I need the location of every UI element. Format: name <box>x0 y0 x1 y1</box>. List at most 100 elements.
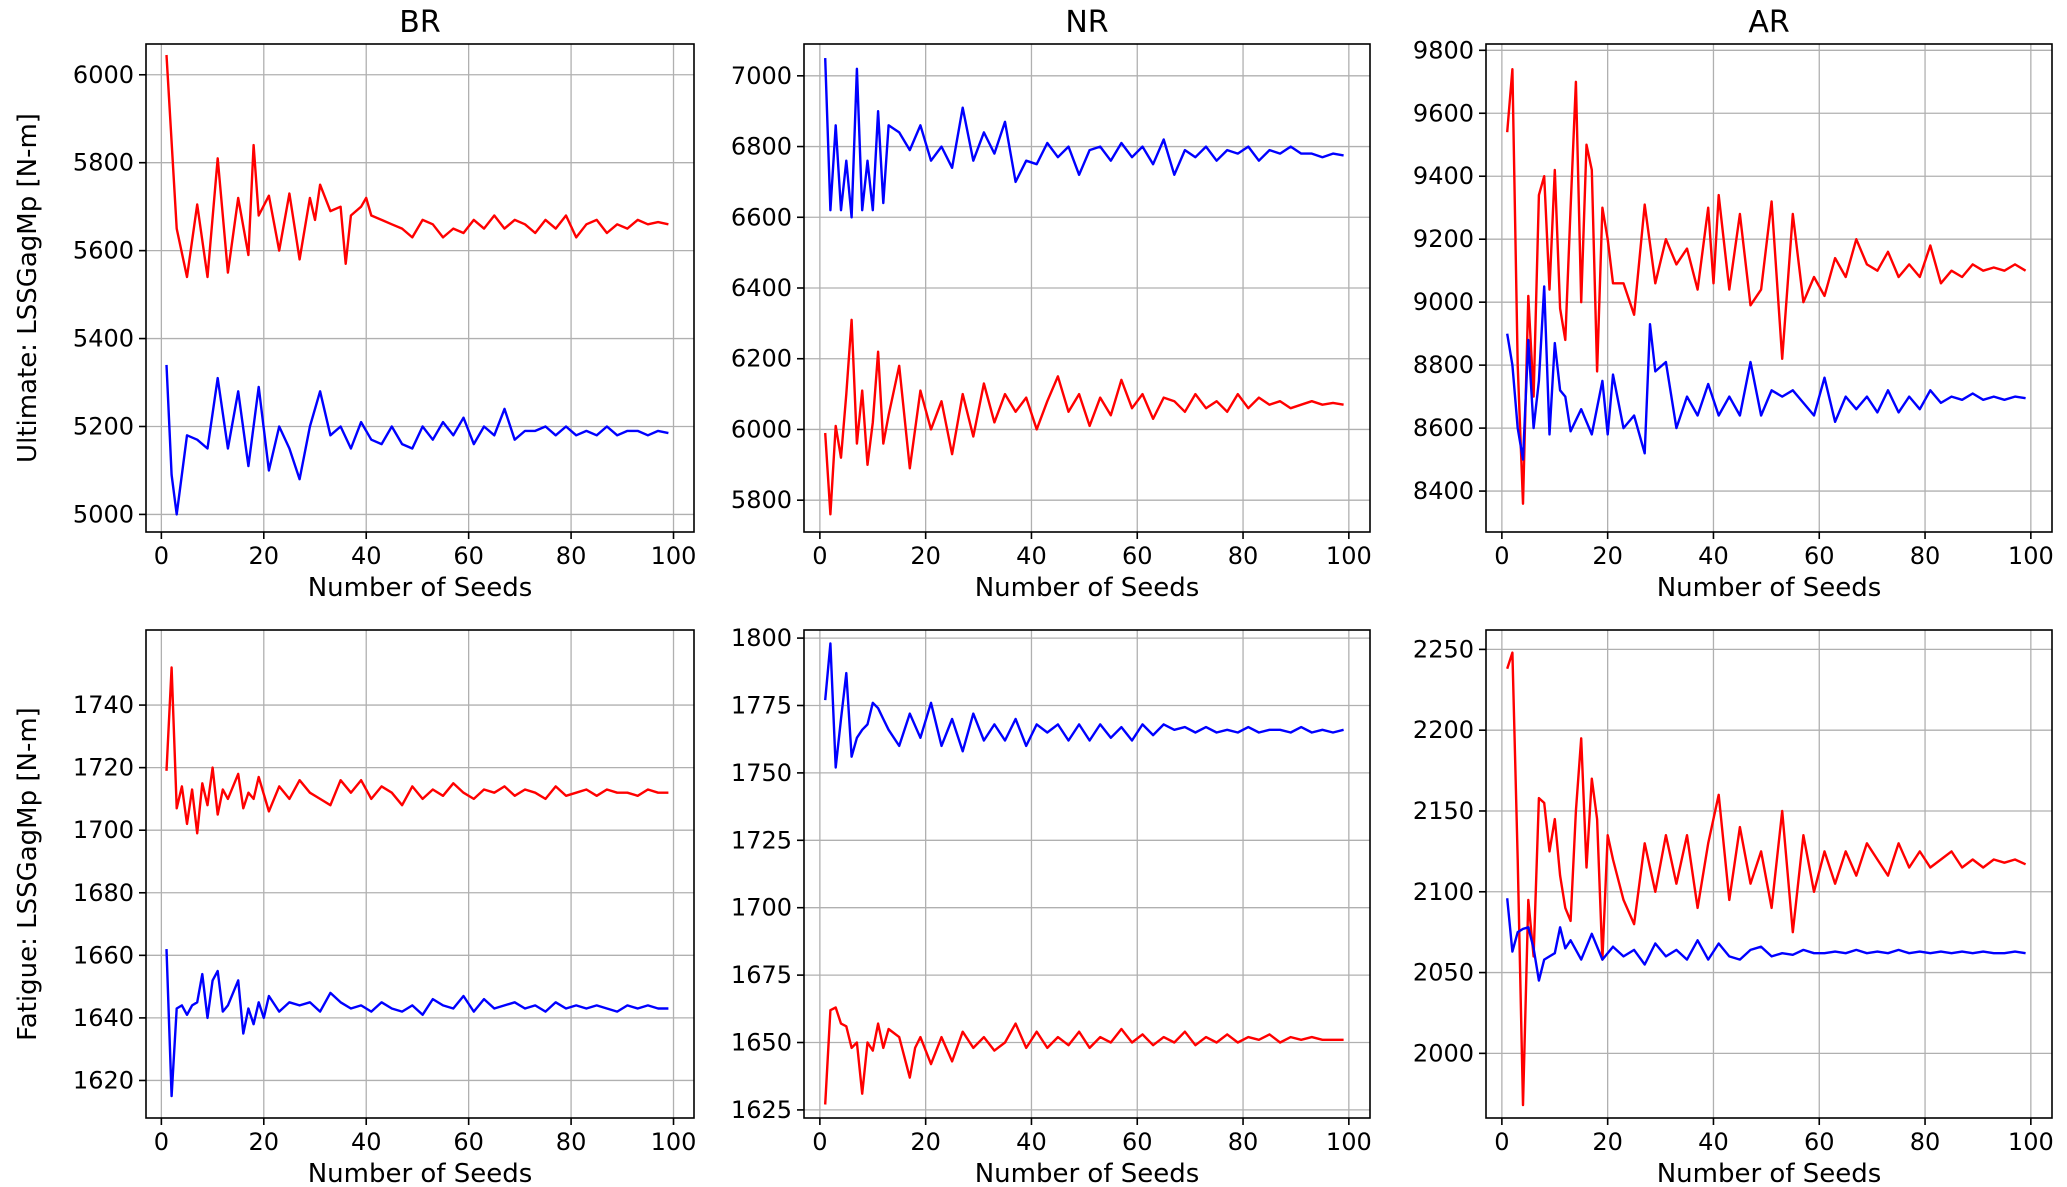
y-tick-label: 5800 <box>731 486 792 514</box>
x-tick-label: 0 <box>812 542 827 570</box>
x-tick-label: 80 <box>556 542 587 570</box>
y-tick-label: 1750 <box>731 759 792 787</box>
gridlines <box>1486 44 2052 532</box>
y-tick-label: 6800 <box>731 133 792 161</box>
y-tick-label: 1720 <box>73 754 134 782</box>
series-line-red <box>1506 67 2027 505</box>
chart-panel-3: 0 20 40 60 80 100 1620 1640 1660 1680 1700 1720 1740… <box>13 629 697 1187</box>
chart-panel-5: 0 20 40 60 80 100 2000 2050 2100 2150 2200 2250 Numb… <box>1413 629 2054 1187</box>
y-tick-label: 6200 <box>731 345 792 373</box>
y-tick-label: 2050 <box>1413 959 1474 987</box>
gridlines <box>146 630 694 1118</box>
y-tick-label: 9400 <box>1413 162 1474 190</box>
x-tick-label: 100 <box>1326 1128 1372 1156</box>
y-tick-label: 9600 <box>1413 99 1474 127</box>
y-tick-label: 5400 <box>73 325 134 353</box>
series-line-red <box>165 666 669 835</box>
y-tick-label: 5000 <box>73 500 134 528</box>
gridlines <box>804 630 1370 1118</box>
y-tick-label: 1680 <box>73 879 134 907</box>
x-tick-label: 40 <box>1016 1128 1047 1156</box>
series-line-blue <box>165 949 669 1098</box>
x-tick-label: 0 <box>812 1128 827 1156</box>
y-tick-label: 1725 <box>731 826 792 854</box>
x-tick-label: 80 <box>1910 542 1941 570</box>
x-tick-label: 40 <box>351 1128 382 1156</box>
series-line-red <box>824 318 1344 516</box>
y-tick-label: 2250 <box>1413 635 1474 663</box>
x-tick-label: 20 <box>910 542 941 570</box>
y-tick-label: 1740 <box>73 691 134 719</box>
x-tick-label: 60 <box>1122 542 1153 570</box>
y-tick-label: 8400 <box>1413 477 1474 505</box>
y-tick-label: 6000 <box>731 415 792 443</box>
y-tick-label: 1650 <box>731 1029 792 1057</box>
plot-frame <box>803 629 1371 1119</box>
x-tick-label: 40 <box>351 542 382 570</box>
y-tick-label: 2150 <box>1413 797 1474 825</box>
x-tick-label: 20 <box>249 1128 280 1156</box>
x-axis-label: Number of Seeds <box>1657 1159 1882 1187</box>
gridlines <box>146 44 694 532</box>
x-tick-label: 100 <box>2008 1128 2054 1156</box>
y-tick-label: 2200 <box>1413 716 1474 744</box>
x-tick-label: 20 <box>249 542 280 570</box>
x-axis-label: Number of Seeds <box>1657 573 1882 603</box>
x-tick-label: 80 <box>1228 542 1259 570</box>
plot-frame <box>145 629 695 1119</box>
y-tick-label: 9000 <box>1413 288 1474 316</box>
x-tick-label: 20 <box>1592 1128 1623 1156</box>
y-tick-label: 1700 <box>73 816 134 844</box>
x-tick-label: 60 <box>1804 1128 1835 1156</box>
x-axis-label: Number of Seeds <box>975 1159 1200 1187</box>
x-tick-label: 0 <box>1494 542 1509 570</box>
y-tick-label: 1775 <box>731 691 792 719</box>
series-line-red <box>165 54 669 279</box>
y-tick-label: 1800 <box>731 624 792 652</box>
plot-frame <box>1485 629 2053 1119</box>
x-tick-label: 20 <box>1592 542 1623 570</box>
plot-frame <box>145 43 695 533</box>
x-tick-label: 80 <box>556 1128 587 1156</box>
x-tick-label: 60 <box>453 542 484 570</box>
chart-panel-0: 0 20 40 60 80 100 5000 5200 5400 5600 5800 6000 Numb… <box>13 5 696 603</box>
series-line-blue <box>165 364 669 516</box>
y-tick-label: 8600 <box>1413 414 1474 442</box>
x-tick-label: 0 <box>1494 1128 1509 1156</box>
x-tick-label: 80 <box>1228 1128 1259 1156</box>
series-line-blue <box>1506 285 2026 461</box>
y-axis-label: Ultimate: LSSGagMp [N-m] <box>13 113 43 463</box>
y-tick-label: 8800 <box>1413 351 1474 379</box>
x-tick-label: 60 <box>453 1128 484 1156</box>
y-tick-label: 1675 <box>731 961 792 989</box>
x-axis-label: Number of Seeds <box>308 1159 533 1187</box>
x-tick-label: 100 <box>2008 542 2054 570</box>
gridlines <box>1486 630 2052 1118</box>
x-axis-label: Number of Seeds <box>308 573 533 603</box>
x-tick-label: 60 <box>1804 542 1835 570</box>
chart-panel-4: 0 20 40 60 80 100 1625 1650 1675 1700 1725 1750 1775… <box>731 624 1372 1187</box>
x-tick-label: 0 <box>154 1128 169 1156</box>
y-tick-label: 5800 <box>73 149 134 177</box>
series-line-red <box>824 1006 1344 1105</box>
y-tick-label: 6400 <box>731 274 792 302</box>
x-tick-label: 100 <box>1326 542 1372 570</box>
x-axis-label: Number of Seeds <box>975 573 1200 603</box>
chart-panel-1: 0 20 40 60 80 100 5800 6000 6200 6400 6600 6800 7000… <box>731 5 1372 603</box>
x-tick-label: 100 <box>651 1128 697 1156</box>
y-tick-label: 1625 <box>731 1096 792 1124</box>
y-tick-label: 1620 <box>73 1066 134 1094</box>
y-tick-label: 6000 <box>73 61 134 89</box>
series-line-blue <box>824 642 1344 769</box>
y-tick-label: 9800 <box>1413 36 1474 64</box>
series-line-red <box>1506 651 2027 1107</box>
x-tick-label: 20 <box>910 1128 941 1156</box>
series-line-blue <box>1506 898 2026 982</box>
y-tick-label: 7000 <box>731 62 792 90</box>
y-tick-label: 6600 <box>731 203 792 231</box>
x-tick-label: 40 <box>1698 1128 1729 1156</box>
x-tick-label: 60 <box>1122 1128 1153 1156</box>
chart-panel-2: 0 20 40 60 80 100 8400 8600 8800 9000 9200 9400 9600… <box>1413 5 2054 603</box>
y-tick-label: 2100 <box>1413 878 1474 906</box>
